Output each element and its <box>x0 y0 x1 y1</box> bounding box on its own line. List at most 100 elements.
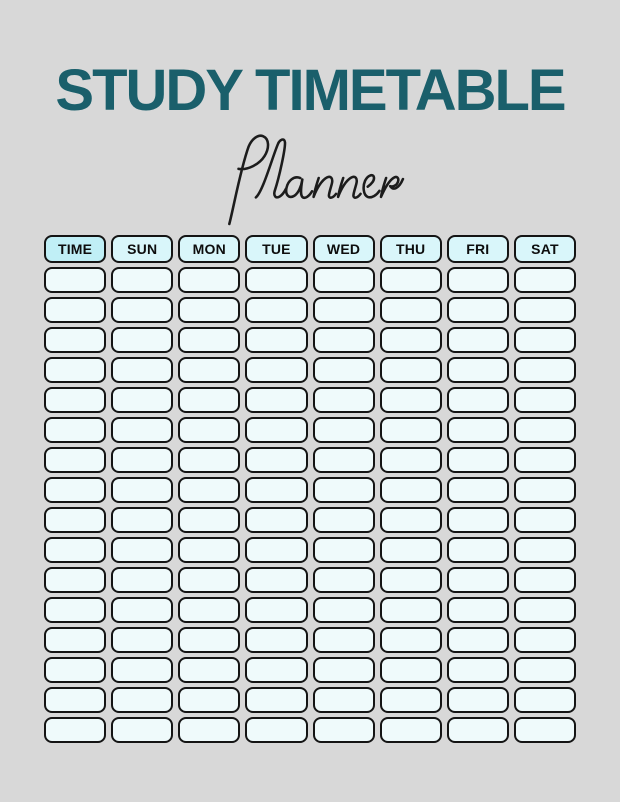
timetable-cell[interactable] <box>312 267 375 293</box>
timetable-cell[interactable] <box>513 597 576 623</box>
timetable-cell[interactable] <box>44 537 107 563</box>
timetable-cell[interactable] <box>44 297 107 323</box>
timetable-cell[interactable] <box>379 567 442 593</box>
timetable-cell[interactable] <box>245 447 308 473</box>
timetable-cell[interactable] <box>245 567 308 593</box>
timetable-cell[interactable] <box>111 687 174 713</box>
timetable-cell[interactable] <box>513 537 576 563</box>
timetable-cell[interactable] <box>44 657 107 683</box>
timetable-cell[interactable] <box>446 267 509 293</box>
timetable-cell[interactable] <box>513 687 576 713</box>
timetable-cell[interactable] <box>245 627 308 653</box>
timetable-cell[interactable] <box>513 567 576 593</box>
timetable-cell[interactable] <box>178 687 241 713</box>
timetable-cell[interactable] <box>446 417 509 443</box>
timetable-cell[interactable] <box>379 357 442 383</box>
timetable-cell[interactable] <box>379 627 442 653</box>
timetable-cell[interactable] <box>513 297 576 323</box>
timetable-cell[interactable] <box>312 567 375 593</box>
timetable-cell[interactable] <box>178 537 241 563</box>
timetable-cell[interactable] <box>178 357 241 383</box>
timetable-cell[interactable] <box>245 417 308 443</box>
timetable-cell[interactable] <box>111 357 174 383</box>
timetable-cell[interactable] <box>245 507 308 533</box>
timetable-cell[interactable] <box>111 507 174 533</box>
timetable-cell[interactable] <box>446 477 509 503</box>
timetable-cell[interactable] <box>513 477 576 503</box>
timetable-cell[interactable] <box>312 507 375 533</box>
timetable-cell[interactable] <box>312 417 375 443</box>
timetable-cell[interactable] <box>446 717 509 743</box>
timetable-cell[interactable] <box>312 357 375 383</box>
timetable-cell[interactable] <box>513 657 576 683</box>
timetable-cell[interactable] <box>513 627 576 653</box>
timetable-cell[interactable] <box>513 267 576 293</box>
timetable-cell[interactable] <box>379 537 442 563</box>
timetable-cell[interactable] <box>446 627 509 653</box>
timetable-cell[interactable] <box>245 717 308 743</box>
timetable-cell[interactable] <box>312 537 375 563</box>
timetable-cell[interactable] <box>446 447 509 473</box>
timetable-cell[interactable] <box>245 327 308 353</box>
timetable-cell[interactable] <box>513 447 576 473</box>
timetable-cell[interactable] <box>111 717 174 743</box>
timetable-cell[interactable] <box>513 387 576 413</box>
timetable-cell[interactable] <box>44 357 107 383</box>
timetable-cell[interactable] <box>44 447 107 473</box>
timetable-cell[interactable] <box>178 267 241 293</box>
timetable-cell[interactable] <box>245 357 308 383</box>
timetable-cell[interactable] <box>245 687 308 713</box>
timetable-cell[interactable] <box>312 477 375 503</box>
timetable-cell[interactable] <box>312 297 375 323</box>
timetable-cell[interactable] <box>312 327 375 353</box>
timetable-cell[interactable] <box>312 447 375 473</box>
timetable-cell[interactable] <box>178 597 241 623</box>
timetable-cell[interactable] <box>513 717 576 743</box>
timetable-cell[interactable] <box>379 267 442 293</box>
timetable-cell[interactable] <box>44 477 107 503</box>
timetable-cell[interactable] <box>178 657 241 683</box>
timetable-cell[interactable] <box>245 267 308 293</box>
timetable-cell[interactable] <box>111 417 174 443</box>
timetable-cell[interactable] <box>178 327 241 353</box>
timetable-cell[interactable] <box>111 537 174 563</box>
timetable-cell[interactable] <box>312 687 375 713</box>
timetable-cell[interactable] <box>44 597 107 623</box>
timetable-cell[interactable] <box>245 657 308 683</box>
timetable-cell[interactable] <box>446 507 509 533</box>
timetable-cell[interactable] <box>513 507 576 533</box>
timetable-cell[interactable] <box>446 597 509 623</box>
timetable-cell[interactable] <box>379 717 442 743</box>
timetable-cell[interactable] <box>446 297 509 323</box>
timetable-cell[interactable] <box>379 687 442 713</box>
timetable-cell[interactable] <box>111 267 174 293</box>
timetable-cell[interactable] <box>44 687 107 713</box>
timetable-cell[interactable] <box>245 537 308 563</box>
timetable-cell[interactable] <box>379 327 442 353</box>
timetable-cell[interactable] <box>245 297 308 323</box>
timetable-cell[interactable] <box>178 447 241 473</box>
timetable-cell[interactable] <box>379 477 442 503</box>
timetable-cell[interactable] <box>446 327 509 353</box>
timetable-cell[interactable] <box>111 387 174 413</box>
timetable-cell[interactable] <box>178 507 241 533</box>
timetable-cell[interactable] <box>379 507 442 533</box>
timetable-cell[interactable] <box>44 627 107 653</box>
timetable-cell[interactable] <box>111 567 174 593</box>
timetable-cell[interactable] <box>379 597 442 623</box>
timetable-cell[interactable] <box>44 327 107 353</box>
timetable-cell[interactable] <box>312 657 375 683</box>
timetable-cell[interactable] <box>178 387 241 413</box>
timetable-cell[interactable] <box>111 327 174 353</box>
timetable-cell[interactable] <box>111 597 174 623</box>
timetable-cell[interactable] <box>178 717 241 743</box>
timetable-cell[interactable] <box>178 297 241 323</box>
timetable-cell[interactable] <box>178 627 241 653</box>
timetable-cell[interactable] <box>513 417 576 443</box>
timetable-cell[interactable] <box>379 447 442 473</box>
timetable-cell[interactable] <box>379 417 442 443</box>
timetable-cell[interactable] <box>44 507 107 533</box>
timetable-cell[interactable] <box>245 387 308 413</box>
timetable-cell[interactable] <box>379 657 442 683</box>
timetable-cell[interactable] <box>446 357 509 383</box>
